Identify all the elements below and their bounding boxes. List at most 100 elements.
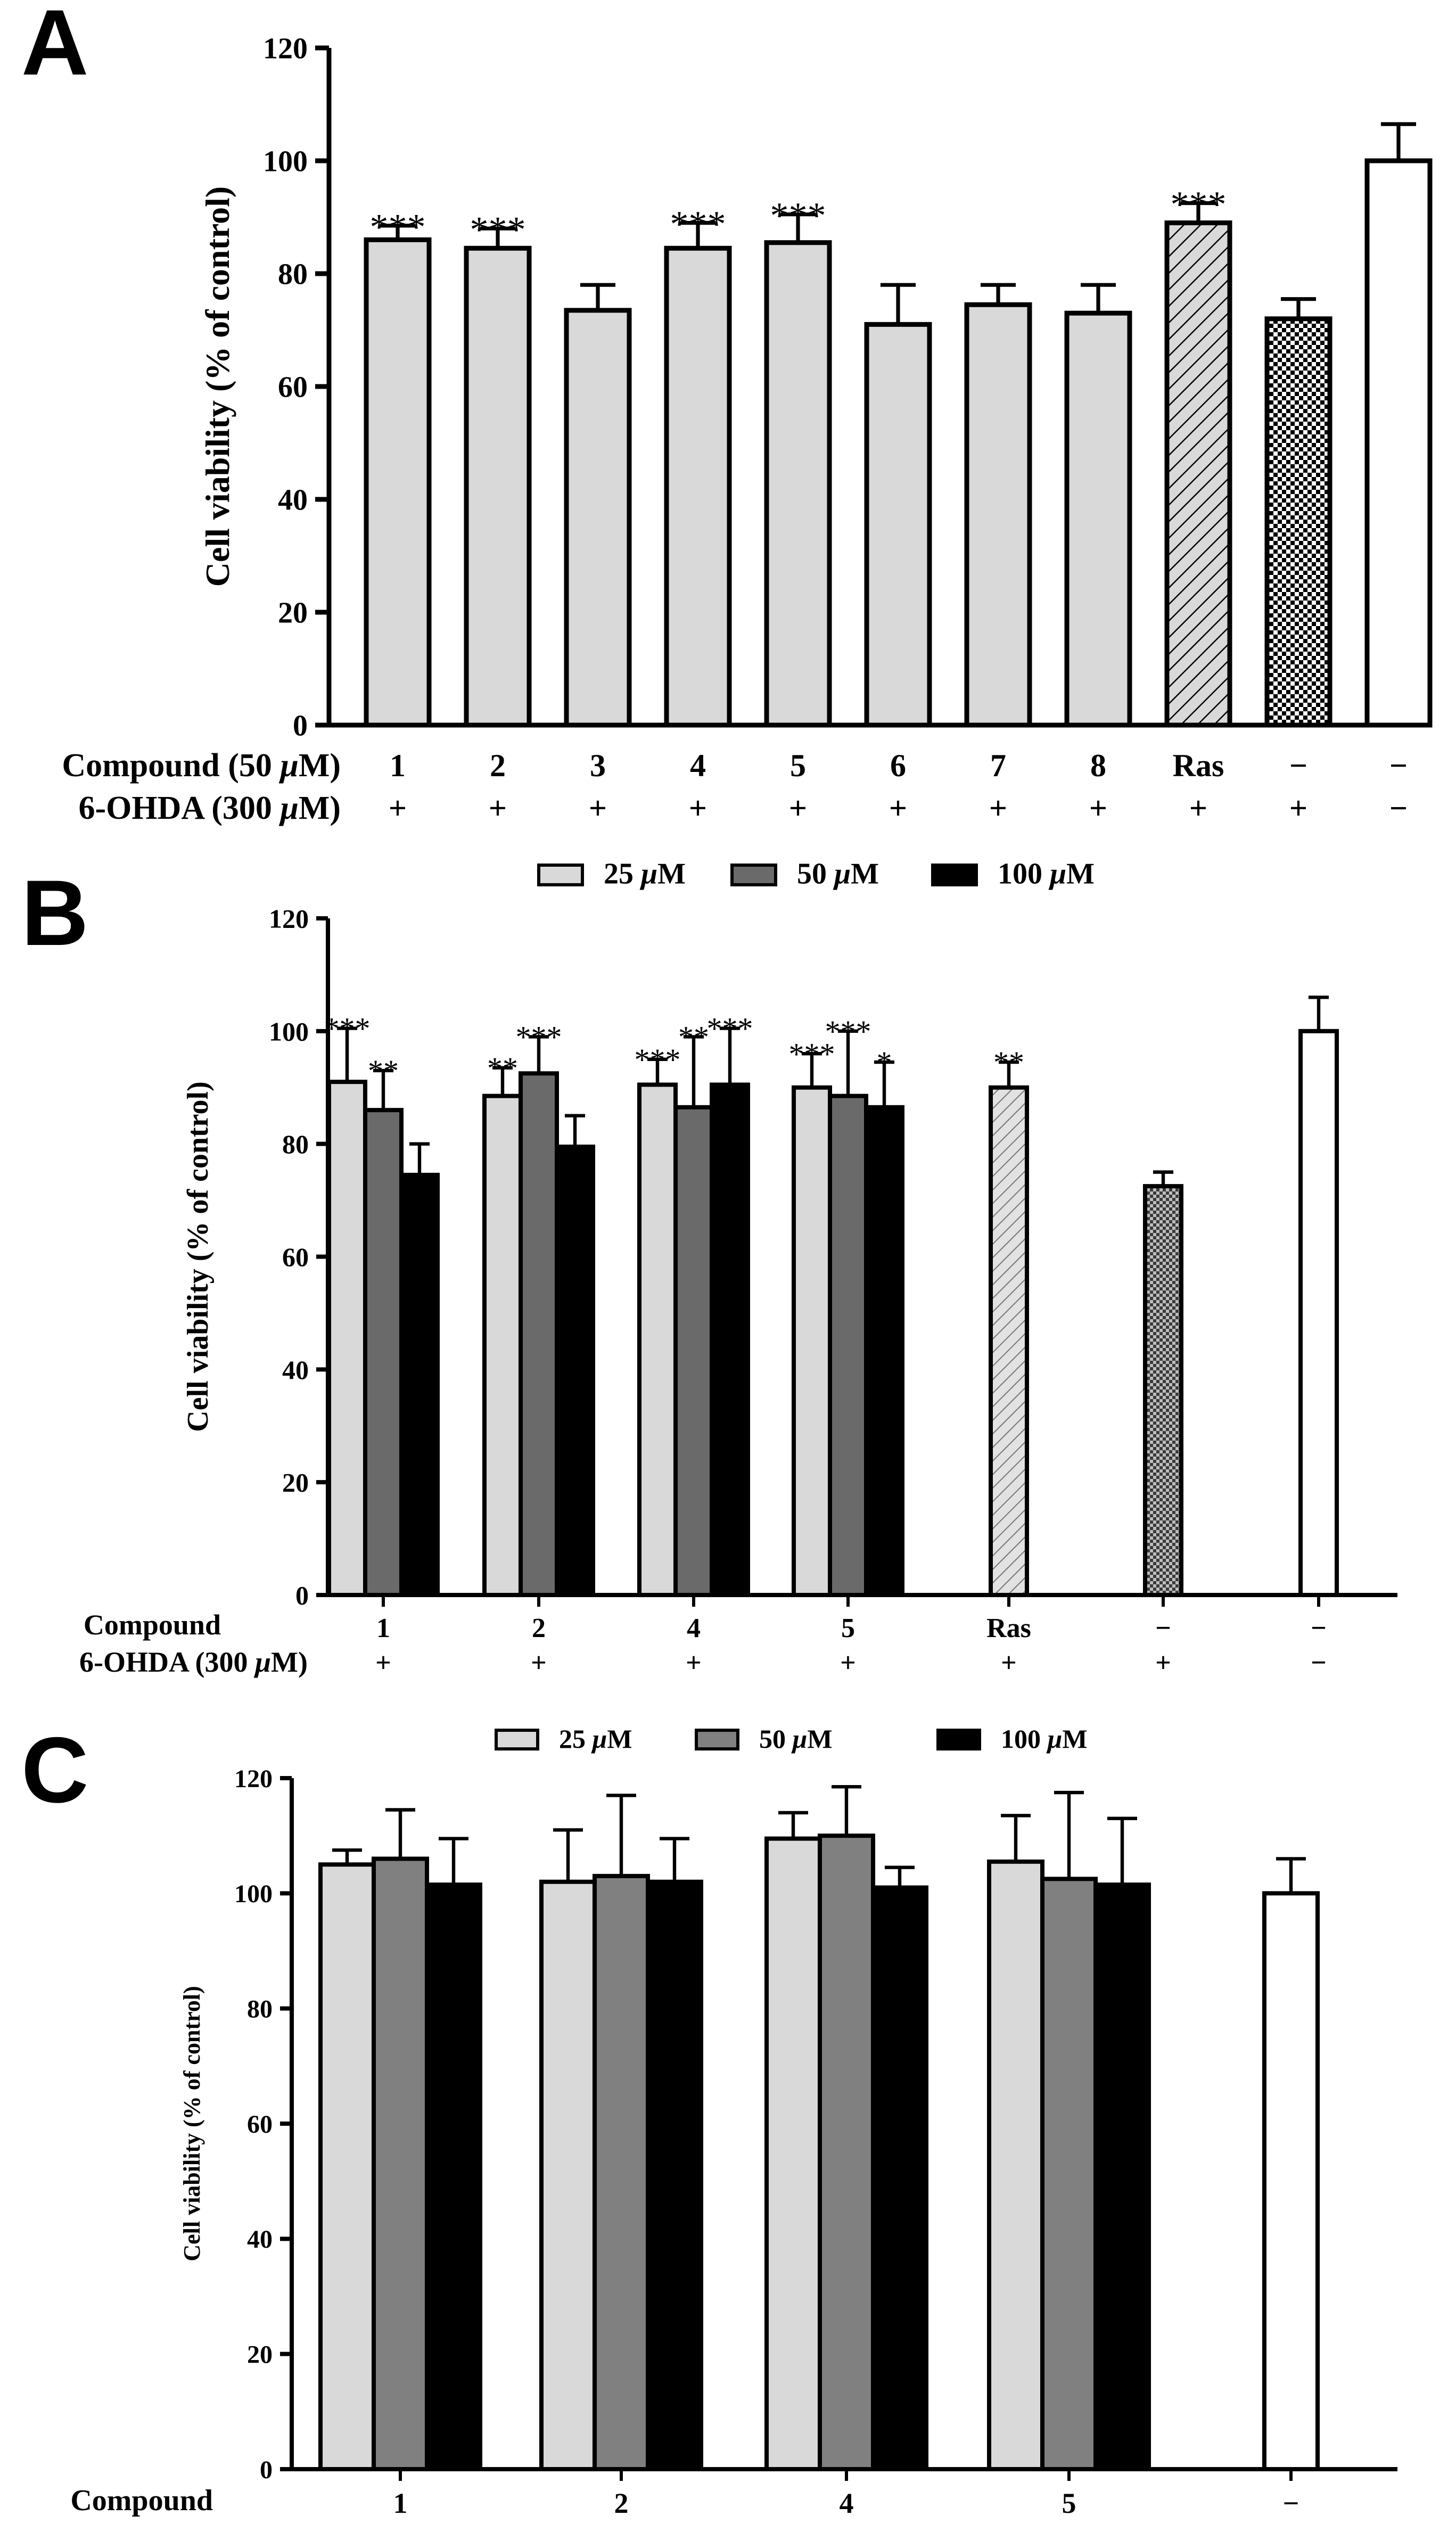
panel-b-compound-label: − [1155,1613,1171,1643]
panel-a-ohda-sign: + [1089,791,1107,826]
panel-c-compound-label: 4 [840,2487,854,2519]
panel-b-bar [710,1082,750,1598]
panel-a-y-tick-label: 100 [263,145,308,178]
panel-b-ohda-sign: + [1001,1648,1017,1678]
panel-b-significance: ** [368,1054,399,1088]
panel-c-y-axis-label: Cell viability (% of control) [179,1986,205,2261]
panel-b-y-axis-label: Cell viability (% of control) [182,1081,215,1432]
panel-b-bar [828,1094,868,1597]
panel-a-bar [1164,220,1232,728]
panel-b-compound-label: 4 [687,1613,701,1643]
panel-b-legend-swatch [931,864,978,886]
panel-b-bar [673,1105,714,1597]
panel-a-ohda-sign: + [589,791,607,826]
panel-a-bar [964,302,1032,728]
panel-c-y-tick-label: 120 [234,1765,273,1793]
panel-a-y-tick-label: 20 [278,597,308,630]
panel-c-bar [646,1879,703,2471]
panel-b-significance: *** [635,1042,681,1077]
panel-a-compound-label: 2 [490,748,506,783]
panel-c-bar [425,1882,482,2472]
panel-b-compound-label: 1 [376,1613,390,1643]
panel-c-y-tick-label: 100 [234,1880,273,1908]
panel-c-legend-label: 50 μM [759,1724,833,1754]
panel-b-bar [482,1094,523,1597]
panel-c-legend-label: 25 μM [559,1724,632,1754]
panel-b-significance: *** [324,1012,371,1046]
panel-b-bar [1298,1029,1339,1597]
panel-a-chart: 0 20 40 60 80 100 120 Cell viability (% of cont… [62,32,1433,826]
panel-b-ohda-sign: + [375,1648,391,1678]
panel-c-bar [593,1873,650,2471]
panel-b-bar [519,1071,559,1598]
panel-b-significance: ** [678,1020,709,1055]
panel-c-chart: 0 20 40 60 80 100 120 Cell viability (% of cont… [70,1724,1397,2519]
panel-b-legend-label: 25 μM [604,857,686,890]
panel-a-ohda-sign: + [1189,791,1207,826]
panel-b-bar [327,1080,367,1597]
panel-a-bar [364,237,432,728]
panel-a-bar [864,322,932,728]
panel-b-y-tick-label: 40 [282,1355,309,1385]
panel-b-significance: ** [993,1045,1024,1080]
panel-b-y-tick-label: 0 [295,1581,309,1610]
panel-b-compound-label: 5 [841,1613,855,1643]
panel-a-ohda-sign: + [689,791,707,826]
panel-c-bar [818,1834,875,2472]
panel-b-significance: *** [825,1014,871,1049]
panel-c-compound-label: 2 [614,2487,629,2519]
panel-a-significance: *** [670,204,726,245]
panel-a-bar [1064,310,1132,728]
panel-a-compound-label: 3 [590,748,606,783]
panel-a-compound-label: 4 [690,748,706,783]
panel-a-ohda-sign: + [889,791,907,826]
panel-c-bar [1040,1877,1098,2472]
panel-b-bar [637,1082,678,1598]
panel-b-ohda-sign: + [1155,1648,1171,1678]
panel-a-ohda-sign: + [389,791,407,826]
panel-a-ohda-sign: + [789,791,807,826]
panel-a-bar [764,240,832,728]
panel-a-compound-label: − [1389,748,1408,783]
panel-c-compound-label: − [1283,2487,1299,2519]
panel-c-bar [871,1885,928,2471]
panel-a-bar [464,245,532,728]
panel-a-row-label-ohda: 6-OHDA (300 μM) [78,790,341,826]
panel-a-compound-label: 1 [390,748,406,783]
panel-b-compound-label: Ras [986,1613,1031,1643]
panel-a-y-tick-label: 40 [278,484,308,517]
panel-letter-c: C [21,1719,88,1822]
panel-c-y-tick-label: 40 [247,2225,273,2254]
panel-b-significance: *** [707,1012,753,1046]
panel-b-legend-swatch [730,864,777,886]
panel-c-bar [539,1879,597,2471]
panel-c-legend-swatch [495,1729,539,1751]
panel-c-compound-label: 1 [393,2487,408,2519]
panel-b-y-tick-label: 20 [282,1468,309,1498]
panel-b-bar [555,1144,595,1597]
panel-b-ohda-sign: − [1311,1648,1327,1678]
panel-c-y-tick-label: 0 [260,2456,273,2484]
panel-b-legend-label: 50 μM [797,857,879,890]
panel-a-ohda-sign: − [1389,791,1408,826]
panel-a-significance: *** [370,207,426,248]
panel-b-bar [864,1105,904,1597]
panel-c-bar [1093,1882,1151,2472]
panel-b-y-tick-label: 80 [282,1129,309,1159]
panel-a-compound-label: 5 [790,748,806,783]
panel-a-bar [564,308,632,728]
panel-a-compound-label: 6 [890,748,906,783]
panel-a-compound-label: Ras [1173,748,1224,783]
panel-a-significance: *** [770,195,826,236]
panel-b-significance: *** [789,1037,835,1071]
panel-c-legend-swatch [936,1729,981,1751]
panel-a-ohda-sign: + [1289,791,1307,826]
panel-a-y-axis-label: Cell viability (% of control) [199,186,236,587]
panel-a-significance: *** [1171,184,1227,225]
panel-b-chart: 0 20 40 60 80 100 120 Cell viability (% of cont… [79,857,1397,1678]
panel-a-bar [1364,158,1433,728]
panel-c-y-tick-label: 60 [247,2110,273,2139]
panel-b-bar [399,1172,440,1598]
panel-a-compound-label: 8 [1090,748,1106,783]
